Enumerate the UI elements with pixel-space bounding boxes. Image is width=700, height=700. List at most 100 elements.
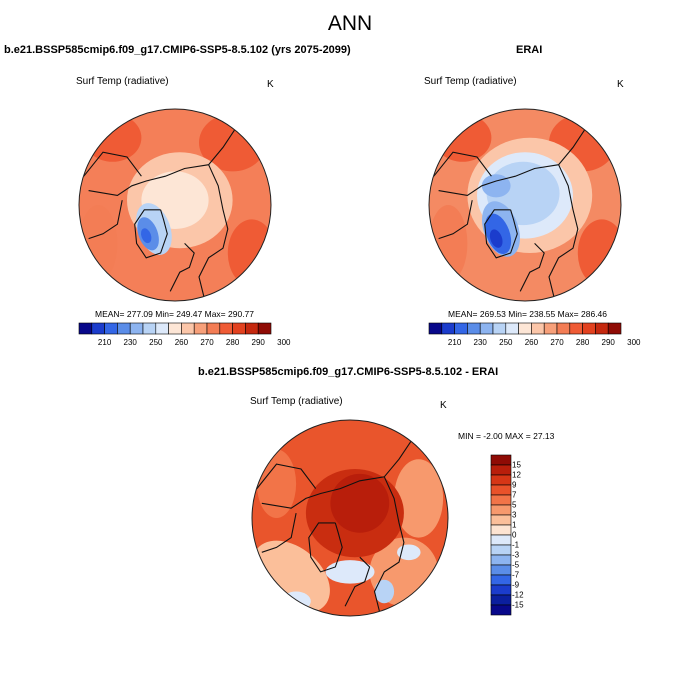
colorbar-tick-label: 250 [499, 338, 513, 347]
colorbar-tick-label: 7 [512, 490, 517, 500]
colorbar-box [490, 574, 512, 586]
contour-patch [374, 579, 395, 604]
colorbar-tick-label: 260 [174, 338, 189, 347]
colorbar-box [490, 494, 512, 506]
colorbar-box [490, 524, 512, 536]
contour-patch [394, 459, 444, 538]
colorbar-box [490, 564, 512, 576]
contour-patch [325, 560, 375, 584]
coastline [344, 556, 371, 607]
coastline [88, 200, 123, 240]
colorbar-tick-label: 230 [473, 338, 487, 347]
colorbar-tick-label: 290 [251, 338, 265, 347]
contour-patch [489, 229, 503, 248]
panel-2-stats: MEAN= 269.53 Min= 238.55 Max= 286.46 [448, 309, 608, 319]
colorbar-tick-label: 1 [512, 520, 517, 530]
colorbar-box [490, 504, 512, 516]
colorbar-tick-label: -9 [512, 580, 520, 590]
colorbar-box [607, 322, 622, 335]
contour-patch [140, 228, 152, 244]
coastline [373, 476, 405, 612]
colorbar-box [490, 514, 512, 526]
colorbar-tick-label: 210 [447, 338, 462, 347]
panel-1-variable-label: Surf Temp (radiative) [76, 76, 169, 87]
colorbar-tick-label: 250 [149, 338, 163, 347]
coastline [438, 129, 585, 196]
colorbar-tick-label: -1 [512, 540, 520, 550]
panel-1-colorbar-ticks: 210 230 250 260 270 280 290 300 [0, 338, 700, 350]
panel-2-variable-label: Surf Temp (radiative) [424, 76, 517, 87]
colorbar-tick-label: 280 [575, 338, 590, 347]
coastline [308, 522, 343, 573]
panel-3-variable-label: Surf Temp (radiative) [250, 396, 343, 407]
coastline [519, 243, 545, 292]
colorbar-box [490, 544, 512, 556]
colorbar-box [490, 594, 512, 606]
colorbar-tick-label: -15 [512, 600, 524, 610]
colorbar-box [490, 584, 512, 596]
coastline [548, 164, 579, 297]
coastline [88, 129, 235, 196]
coastline [169, 243, 195, 292]
colorbar-tick-label: 9 [512, 480, 517, 490]
panel-1-units-label: K [267, 79, 274, 90]
colorbar-tick-label: 15 [512, 460, 521, 470]
panel-1-title: b.e21.BSSP585cmip6.f09_g17.CMIP6-SSP5-8.… [4, 44, 351, 56]
colorbar-box [490, 554, 512, 566]
panel-1-stats: MEAN= 277.09 Min= 249.47 Max= 290.77 [95, 309, 255, 319]
colorbar-tick-label: 12 [512, 470, 521, 480]
contour-patch [481, 174, 511, 198]
colorbar-box [490, 484, 512, 496]
panel-3-colorbar-ticks: 15 12 9 7 5 3 1 0 -1 -3 -5 -7 -9 -12 -15 [512, 0, 552, 700]
colorbar-tick-label: 260 [524, 338, 539, 347]
colorbar-tick-label: 270 [200, 338, 214, 347]
panel-2-units-label: K [617, 79, 624, 90]
colorbar-tick-label: 5 [512, 500, 517, 510]
colorbar-tick-label: 0 [512, 530, 517, 540]
panel-3-title: b.e21.BSSP585cmip6.f09_g17.CMIP6-SSP5-8.… [198, 366, 499, 378]
coastline [83, 151, 142, 177]
colorbar-tick-label: -3 [512, 550, 520, 560]
panel-2-title: ERAI [516, 44, 543, 56]
colorbar-tick-label: 3 [512, 510, 517, 520]
colorbar-box [257, 322, 272, 335]
colorbar-tick-label: 210 [97, 338, 112, 347]
coastline [484, 209, 518, 259]
coastlines [83, 129, 235, 297]
contour-patch [330, 473, 390, 533]
colorbar-tick-label: -5 [512, 560, 520, 570]
colorbar-tick-label: 280 [225, 338, 240, 347]
colorbar-tick-label: 290 [601, 338, 615, 347]
coastlines [433, 129, 585, 297]
colorbar-tick-label: 300 [627, 338, 641, 347]
coastline [134, 209, 168, 259]
coastline [261, 512, 297, 553]
coastline [256, 463, 317, 489]
map-border [78, 108, 272, 302]
colorbar-tick-label: 270 [550, 338, 564, 347]
colorbar-box [490, 454, 512, 466]
map-border [251, 419, 449, 617]
panel-2-colorbar-ticks: 210 230 250 260 270 280 290 300 [0, 338, 700, 350]
colorbar-box [490, 464, 512, 476]
coastline [438, 200, 473, 240]
coastline [261, 441, 412, 509]
panel-3-units-label: K [440, 400, 447, 411]
colorbar-tick-label: 230 [123, 338, 137, 347]
coastline [198, 164, 229, 297]
colorbar-box [490, 534, 512, 546]
colorbar-tick-label: -12 [512, 590, 524, 600]
coastline [433, 151, 492, 177]
map-border [428, 108, 622, 302]
colorbar-box [490, 604, 512, 616]
panel-3-stats: MIN = -2.00 MAX = 27.13 [458, 431, 555, 441]
coastlines [256, 441, 412, 612]
colorbar-tick-label: 300 [277, 338, 291, 347]
colorbar-box [490, 474, 512, 486]
